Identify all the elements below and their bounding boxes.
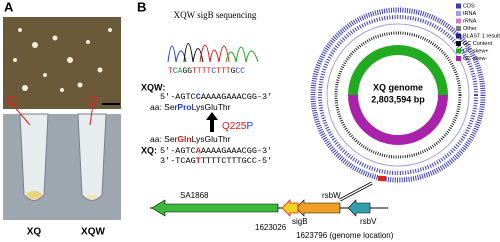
colonies [13, 28, 112, 92]
gene-label: SA1868 [180, 191, 209, 200]
panel-label: B [137, 0, 146, 14]
seq-part: aa: Ser [150, 102, 178, 112]
legend-label: Other [463, 26, 477, 32]
seq-part: AAAAGAAACGG-3' [201, 92, 272, 102]
aa-seq: aa: SerGlnLysGluThr [150, 134, 231, 144]
seq-part: LysGluThr [192, 134, 231, 144]
genome-map [310, 7, 486, 183]
seq-title: XQW sigB sequencing [174, 10, 257, 20]
dna-seq: 5'-AGTCCAAAAGAAACGG-3' [160, 92, 272, 102]
legend-swatch [456, 26, 461, 31]
seq-part: LysGluThr [192, 102, 231, 112]
pellet [26, 191, 42, 199]
legend-label: tRNA [463, 11, 476, 17]
gene-arrow [347, 199, 371, 217]
arrow [89, 103, 94, 126]
seq-part: aa: Ser [150, 134, 178, 144]
legend-swatch [456, 11, 461, 16]
panel-label: A [4, 0, 14, 14]
mut-to: P [246, 121, 253, 132]
chromatogram [167, 43, 259, 63]
legend-label: GC skew+ [463, 48, 489, 54]
legend-label: rRNA [463, 18, 477, 24]
legend-swatch [456, 33, 461, 39]
tube [77, 113, 107, 201]
pellet [86, 195, 98, 199]
legend-swatch [456, 3, 461, 9]
seq-part: 3'-TCAG [160, 156, 196, 166]
seq-mut: A [196, 146, 202, 156]
base-calls: TCAGGTTTTCTTTGCC [168, 67, 245, 76]
gene-label: sigB [292, 217, 308, 226]
mut-from: Q225 [222, 121, 247, 132]
seq-part: 5'-AGTC [160, 92, 196, 102]
legend-swatch [456, 48, 461, 54]
legend-label: GC skew- [463, 56, 487, 62]
strain-label: XQW [81, 227, 105, 238]
plate-photo [3, 17, 121, 109]
location: 1623026 [255, 223, 287, 232]
gene-label: rsbW [322, 191, 341, 200]
seq-mut: T [196, 156, 201, 166]
legend-label: GC Content [463, 41, 493, 47]
tube [19, 113, 49, 201]
arrow [11, 103, 31, 126]
legend-swatch [456, 56, 461, 61]
seq-mut: Pro [177, 102, 191, 112]
seq-part: 5'-AGTC [160, 146, 196, 156]
genome-name: XQ genome [373, 82, 423, 92]
gene-arrow [281, 199, 299, 217]
strain-label: XQW: [141, 82, 165, 92]
legend-label: BLAST 1 results [463, 33, 500, 39]
seq-mut: C [196, 92, 201, 102]
gene-label: rsbV [360, 217, 377, 226]
aa-seq: aa: SerProLysGluThr [150, 102, 231, 112]
strain-label: XQ [27, 227, 42, 238]
seq-part: AAAAGAAACGG-3' [201, 146, 272, 156]
dna-seq: 3'-TCAGTTTTTCTTTGCC-5' [160, 156, 272, 166]
gene-arrow [295, 199, 341, 217]
up-arrow [206, 112, 218, 132]
strain-label: XQ: [141, 145, 157, 155]
genome-size: 2,803,594 bp [371, 94, 425, 104]
seq-mut: Gln [177, 134, 191, 144]
legend-swatch [456, 18, 461, 24]
legend-label: CDS [463, 3, 475, 9]
zoom-arrow [339, 182, 373, 201]
mutation: Q225P [222, 121, 253, 132]
location: 1623796 (genome location) [296, 231, 394, 240]
legend-swatch [456, 41, 461, 46]
seq-part: TTTTCTTTGCC-5' [201, 156, 272, 166]
dna-seq: 5'-AGTCAAAAAGAAACGG-3' [160, 146, 272, 156]
gene-arrow [151, 199, 279, 217]
